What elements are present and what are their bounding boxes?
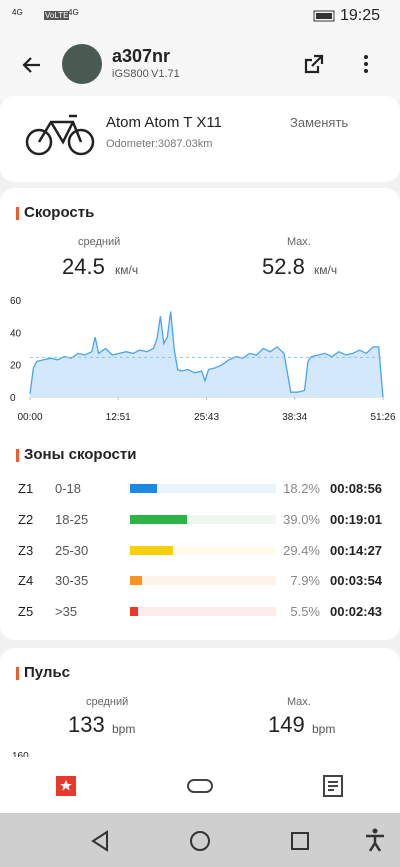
- accent: [16, 207, 19, 220]
- zone-time: 00:14:27: [330, 542, 383, 558]
- section-title: Пульс: [24, 664, 71, 681]
- max-label: Max.: [287, 696, 311, 708]
- nav-home[interactable]: [188, 829, 212, 853]
- bike-icon: [25, 114, 95, 156]
- menu-button[interactable]: [356, 52, 376, 76]
- zone-bar: [130, 607, 139, 617]
- zone-range: 18-25: [55, 511, 89, 527]
- max-label: Max.: [287, 236, 311, 248]
- zone-percent: 18.2%: [283, 481, 320, 496]
- max-value: 52.8: [262, 254, 305, 279]
- nav-back[interactable]: [88, 829, 112, 853]
- zone-percent: 7.9%: [290, 573, 320, 589]
- tab-device[interactable]: [186, 777, 214, 795]
- zone-bar: [130, 484, 157, 493]
- max-unit: км/ч: [314, 263, 338, 277]
- avg-label: средний: [78, 236, 121, 248]
- accent: [16, 449, 19, 462]
- zone-time: 00:02:43: [330, 604, 383, 620]
- avg-value: 24.5: [62, 254, 105, 279]
- zone-percent: 29.4%: [283, 542, 320, 558]
- x-tick-label: 12:51: [106, 412, 131, 423]
- bike-card[interactable]: Atom Atom T X11 Odometer: 3087.03km Заме…: [0, 96, 400, 182]
- avatar: [62, 44, 102, 84]
- x-tick-label: 51:26: [370, 412, 395, 423]
- max-unit: bpm: [312, 722, 336, 736]
- accent: [16, 667, 19, 680]
- avg-unit: bpm: [112, 722, 136, 736]
- tab-records[interactable]: [55, 775, 77, 797]
- network: 4G: [68, 8, 79, 17]
- zone-time: 00:19:01: [330, 511, 383, 527]
- username: a307nr: [112, 46, 171, 66]
- replace-button[interactable]: Заменять: [290, 115, 349, 130]
- zone-name: Z1: [18, 481, 34, 496]
- zone-track: [130, 484, 276, 493]
- x-tick-label: 38:34: [282, 412, 307, 423]
- zone-range: 0-18: [55, 481, 82, 496]
- zone-name: Z3: [18, 542, 34, 558]
- device: iGS800: [112, 68, 149, 80]
- zone-bar: [130, 514, 187, 524]
- bottom-nav: [0, 757, 400, 813]
- zone-name: Z4: [18, 573, 34, 589]
- zone-track: [130, 514, 276, 524]
- tab-reports[interactable]: [322, 774, 344, 798]
- avg-value: 133: [68, 712, 105, 737]
- section-title: Скорость: [24, 204, 95, 221]
- zone-name: Z2: [18, 511, 34, 527]
- network: VoLTE: [44, 11, 70, 20]
- zone-name: Z5: [18, 604, 34, 620]
- network: 4G: [12, 8, 23, 17]
- odometer-label: Odometer:: [106, 138, 158, 150]
- y-tick-label: 160: [12, 751, 29, 762]
- y-tick-label: 20: [10, 361, 22, 372]
- odometer: 3087.03km: [158, 138, 213, 150]
- speed-card: Скорость средний 24.5 км/ч Max. 52.8 км/…: [0, 188, 400, 640]
- system-nav: [0, 813, 400, 867]
- y-tick-label: 40: [10, 328, 22, 339]
- x-tick-label: 25:43: [194, 412, 219, 423]
- zone-range: 25-30: [55, 542, 89, 558]
- x-tick-label: 00:00: [17, 412, 42, 423]
- zone-bar: [130, 576, 142, 586]
- section-title: Зоны скорости: [24, 446, 137, 463]
- zone-time: 00:03:54: [330, 573, 383, 589]
- zone-percent: 39.0%: [283, 511, 320, 527]
- speed-chart: 0 20 40 60 00:00 12:51 25:43 38:34 51:26: [10, 296, 396, 423]
- back-button[interactable]: [20, 53, 44, 77]
- zone-track: [130, 545, 276, 555]
- zone-percent: 5.5%: [290, 604, 320, 620]
- area-fill: [30, 311, 383, 397]
- speed-line: [29, 311, 384, 398]
- zone-range: 30-35: [55, 573, 89, 589]
- pulse-card: Пульс средний 133 bpm Max. 149 bpm 160: [0, 648, 400, 768]
- battery: [313, 10, 335, 22]
- y-tick-label: 0: [10, 393, 16, 404]
- max-value: 149: [268, 712, 305, 737]
- version: V1.71: [151, 68, 180, 80]
- zone-track: [130, 576, 276, 586]
- zone-time: 00:08:56: [330, 481, 383, 496]
- avg-label: средний: [86, 696, 129, 708]
- accessibility[interactable]: [363, 827, 387, 853]
- bike-name: Atom Atom T X11: [106, 114, 222, 131]
- clock: 19:25: [340, 7, 381, 24]
- avg-unit: км/ч: [115, 263, 139, 277]
- share-button[interactable]: [302, 52, 326, 76]
- y-tick-label: 60: [10, 296, 22, 307]
- zone-track: [130, 607, 276, 617]
- zone-bar: [130, 545, 173, 555]
- zone-range: >35: [55, 604, 78, 620]
- nav-recent[interactable]: [288, 829, 312, 853]
